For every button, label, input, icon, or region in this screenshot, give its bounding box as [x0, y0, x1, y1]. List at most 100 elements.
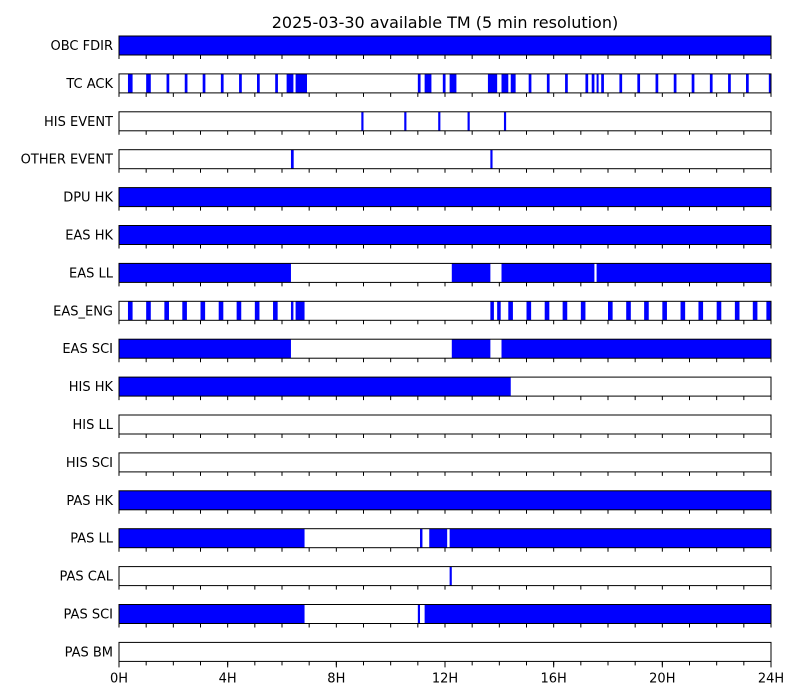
availability-bar	[451, 339, 491, 359]
x-tick-label: 0H	[110, 671, 128, 686]
row-frame	[118, 149, 772, 170]
availability-bar	[236, 301, 242, 321]
x-tick-label: 20H	[649, 671, 675, 686]
availability-bar	[497, 301, 501, 321]
availability-bar	[239, 73, 242, 93]
timeline-row: TC ACK	[65, 73, 772, 97]
availability-bar	[451, 263, 491, 283]
timeline-row: EAS HK	[65, 225, 772, 249]
availability-bar	[655, 73, 659, 93]
timeline-row: PAS HK	[66, 490, 772, 514]
availability-bar	[490, 301, 494, 321]
availability-bar	[257, 73, 260, 93]
availability-bar	[119, 187, 771, 207]
availability-bar	[528, 73, 532, 93]
availability-bar	[290, 149, 294, 169]
timeline-row: PAS LL	[70, 528, 772, 552]
availability-bar	[766, 301, 771, 321]
availability-bar	[680, 301, 686, 321]
x-axis: 0H 4H 8H 12H 16H 20H 24H	[110, 661, 784, 686]
availability-bar	[544, 301, 550, 321]
availability-bar	[417, 604, 421, 624]
availability-bar	[752, 301, 758, 321]
availability-bar	[202, 73, 206, 93]
row-label: HIS HK	[69, 380, 114, 395]
availability-bar	[182, 301, 187, 321]
availability-bar	[585, 73, 589, 93]
availability-bar	[119, 490, 771, 510]
availability-bar	[273, 301, 278, 321]
timeline-row: HIS SCI	[66, 452, 772, 476]
availability-bar	[591, 73, 595, 93]
availability-bar	[424, 73, 432, 93]
row-label: EAS SCI	[62, 342, 113, 357]
x-tick-label: 16H	[541, 671, 567, 686]
timeline-row: HIS HK	[69, 376, 772, 401]
row-label: PAS HK	[66, 494, 113, 509]
availability-bar	[734, 301, 740, 321]
chart-title: 2025-03-30 available TM (5 min resolutio…	[272, 13, 618, 32]
timeline-row: PAS CAL	[60, 566, 772, 590]
row-label: PAS LL	[70, 532, 114, 547]
availability-bar	[200, 301, 206, 321]
row-label: OTHER EVENT	[21, 153, 113, 168]
row-label: HIS EVENT	[44, 115, 113, 130]
availability-bar	[508, 301, 513, 321]
availability-bar	[662, 301, 667, 321]
availability-bar	[501, 73, 509, 93]
availability-bar	[580, 301, 586, 321]
availability-bar	[290, 301, 294, 321]
timeline-row: HIS EVENT	[44, 111, 772, 135]
timeline-row: PAS BM	[65, 641, 772, 666]
availability-bar	[119, 263, 291, 283]
timeline-row: OBC FDIR	[51, 35, 772, 59]
row-label: TC ACK	[65, 77, 113, 92]
availability-bar	[420, 528, 423, 548]
availability-bar	[716, 301, 722, 321]
availability-bar	[501, 339, 771, 359]
x-tick-label: 12H	[432, 671, 458, 686]
availability-bar	[424, 604, 771, 624]
availability-bar	[146, 301, 151, 321]
row-label: OBC FDIR	[51, 39, 114, 54]
availability-bar	[596, 263, 771, 283]
availability-bar	[467, 111, 470, 131]
row-label: DPU HK	[63, 191, 113, 206]
availability-bar	[119, 528, 305, 548]
availability-bar	[562, 301, 568, 321]
availability-bar	[768, 73, 771, 93]
row-frame	[118, 414, 772, 435]
availability-bar	[626, 301, 631, 321]
availability-bar	[127, 301, 133, 321]
availability-bar	[119, 36, 771, 55]
row-frame	[118, 641, 772, 662]
timeline-row: PAS SCI	[64, 604, 772, 628]
timeline-row: OTHER EVENT	[21, 149, 772, 173]
availability-bar	[449, 73, 457, 93]
timeline-row: EAS LL	[69, 262, 772, 287]
availability-bar	[220, 73, 224, 93]
row-label: HIS SCI	[66, 456, 113, 471]
availability-bar	[487, 73, 498, 93]
availability-bar	[286, 73, 294, 93]
row-frame	[118, 300, 772, 321]
availability-bar	[673, 73, 677, 93]
availability-bar	[119, 604, 305, 624]
availability-bar	[526, 301, 532, 321]
availability-bar	[501, 263, 595, 283]
row-label: EAS LL	[69, 266, 114, 281]
availability-bar	[429, 528, 448, 548]
availability-bar	[746, 73, 749, 93]
row-label: HIS LL	[73, 418, 114, 433]
availability-bar	[510, 73, 516, 93]
row-label: PAS BM	[65, 645, 113, 660]
availability-bar	[119, 377, 511, 397]
x-tick-label: 24H	[758, 671, 784, 686]
availability-bar	[449, 566, 452, 586]
availability-bar	[275, 73, 278, 93]
availability-bar	[218, 301, 224, 321]
availability-bar	[490, 149, 493, 169]
availability-bar	[164, 301, 169, 321]
availability-bar	[127, 73, 133, 93]
